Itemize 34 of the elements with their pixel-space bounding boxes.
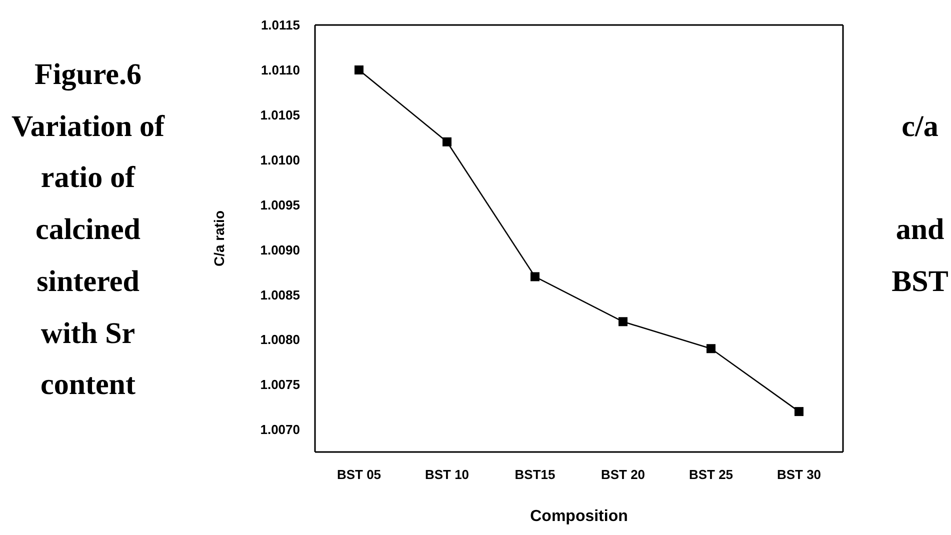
- x-tick-label: BST15: [514, 467, 556, 482]
- text: and: [894, 212, 946, 248]
- text: Variation of: [10, 108, 166, 145]
- point: [442, 137, 452, 146]
- point: [354, 65, 364, 74]
- x-tick-label: BST 10: [424, 467, 470, 482]
- point: [530, 272, 540, 282]
- x-tick-label: BST 05: [336, 467, 382, 482]
- y-tick-label: 1.0090: [260, 242, 300, 258]
- text: ratio of: [40, 160, 136, 196]
- text: with Sr: [40, 316, 136, 352]
- y-tick-label: 1.0115: [260, 18, 300, 33]
- text: calcined: [34, 212, 142, 248]
- y-tick-label: 1.0085: [260, 287, 300, 302]
- text: BST: [890, 264, 950, 300]
- point: [794, 407, 804, 416]
- text: c/a: [900, 108, 940, 145]
- x-tick-label: BST 20: [600, 467, 646, 482]
- text: sintered: [36, 264, 140, 300]
- y-tick-label: 1.0095: [260, 197, 300, 212]
- y-tick-label: 1.0100: [260, 152, 300, 168]
- y-tick-label: 1.0110: [260, 62, 300, 78]
- y-tick-label: 1.0080: [260, 332, 300, 348]
- point: [618, 317, 628, 326]
- point: [706, 344, 716, 354]
- x-axis-title: Composition: [530, 508, 628, 525]
- text: Figure.6: [34, 57, 142, 93]
- y-axis-title: C/a ratio: [211, 210, 227, 267]
- x-tick-label: BST 30: [776, 467, 822, 482]
- y-tick-label: 1.0070: [260, 422, 300, 438]
- y-tick-label: 1.0075: [260, 377, 300, 392]
- x-tick-label: BST 25: [688, 467, 734, 482]
- text: content: [40, 367, 136, 404]
- y-tick-label: 1.0105: [260, 108, 300, 123]
